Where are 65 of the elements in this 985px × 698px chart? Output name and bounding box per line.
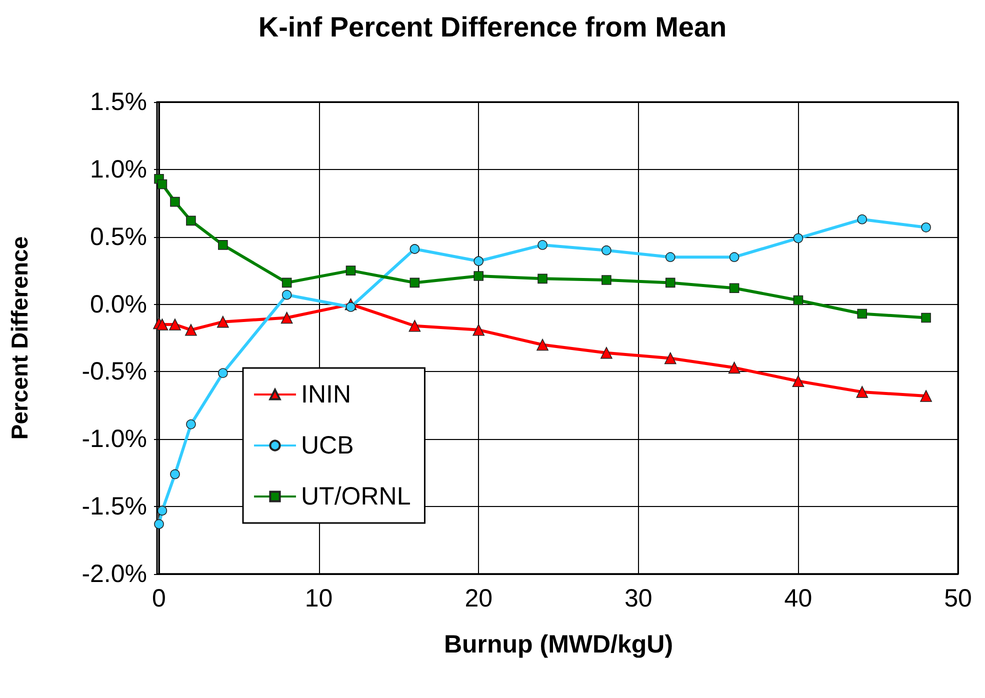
point xyxy=(218,240,228,250)
x-tick-label: 10 xyxy=(304,584,333,612)
point xyxy=(346,266,356,276)
x-tick-label: 20 xyxy=(464,584,493,612)
point xyxy=(538,274,548,284)
point xyxy=(282,278,292,288)
point xyxy=(474,256,484,266)
point xyxy=(186,419,196,430)
legend-label: UT/ORNL xyxy=(301,482,411,510)
chart-title: K-inf Percent Difference from Mean xyxy=(258,12,727,42)
point xyxy=(921,312,931,323)
point xyxy=(729,252,740,262)
x-tick-label: 0 xyxy=(152,584,166,612)
point xyxy=(793,295,804,306)
y-tick-label: 1.5% xyxy=(90,88,147,116)
point xyxy=(728,362,740,374)
point xyxy=(154,519,164,529)
y-axis-title: Percent Difference xyxy=(6,236,32,440)
point xyxy=(920,390,932,402)
y-tick-label: 0.0% xyxy=(90,290,147,318)
point xyxy=(474,271,484,281)
point xyxy=(857,308,868,319)
x-tick-label: 40 xyxy=(784,584,812,612)
point xyxy=(185,324,197,336)
point xyxy=(793,233,804,244)
point xyxy=(664,352,676,364)
point xyxy=(856,386,868,398)
point xyxy=(665,252,676,262)
point xyxy=(169,318,181,330)
point xyxy=(156,318,168,330)
point xyxy=(472,324,484,336)
point xyxy=(186,216,196,226)
point xyxy=(921,222,931,232)
point xyxy=(157,506,168,516)
point xyxy=(729,283,740,294)
legend-label: ININ xyxy=(301,380,351,408)
point xyxy=(408,320,421,332)
x-axis-title: Burnup (MWD/kgU) xyxy=(444,630,674,658)
point xyxy=(792,375,804,388)
point xyxy=(170,196,180,207)
point xyxy=(170,469,180,480)
point xyxy=(282,290,292,300)
point xyxy=(857,214,868,224)
y-tick-label: -2.0% xyxy=(82,560,147,588)
point xyxy=(602,245,612,256)
point xyxy=(218,368,228,378)
point xyxy=(538,240,548,250)
point xyxy=(280,312,293,324)
legend-label: UCB xyxy=(301,432,354,460)
y-tick-label: -1.5% xyxy=(82,492,147,521)
y-tick-label: 0.5% xyxy=(90,222,147,251)
point xyxy=(602,275,612,285)
y-tick-label: -0.5% xyxy=(82,358,147,386)
x-tick-label: 50 xyxy=(944,584,972,612)
y-tick-label: 1.0% xyxy=(90,155,147,184)
point xyxy=(346,302,356,312)
point xyxy=(665,278,676,288)
x-tick-label: 30 xyxy=(624,584,652,612)
point xyxy=(536,338,548,351)
y-tick-label: -1.0% xyxy=(82,425,147,454)
point xyxy=(410,278,420,288)
point xyxy=(600,346,612,359)
point xyxy=(410,244,420,254)
point xyxy=(217,316,229,328)
point xyxy=(157,179,168,190)
